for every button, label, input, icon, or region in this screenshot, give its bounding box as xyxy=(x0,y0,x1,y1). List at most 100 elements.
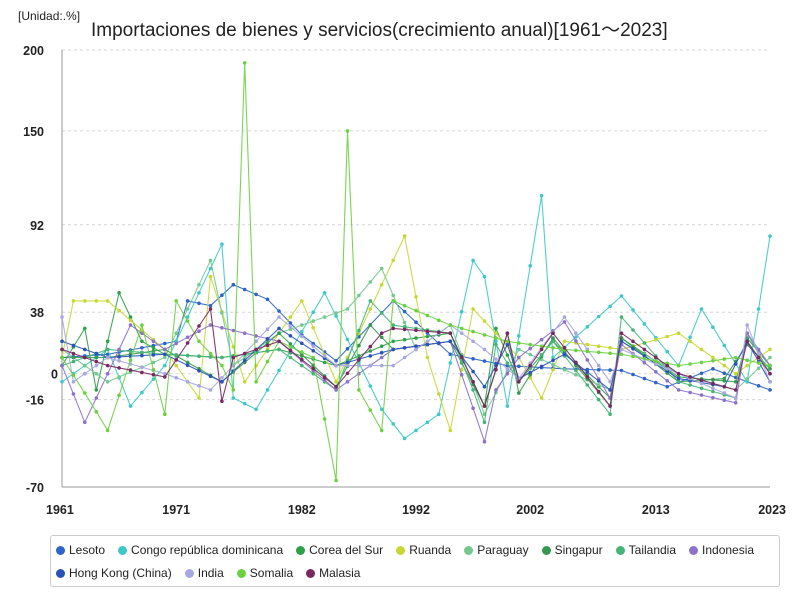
data-point-paraguay xyxy=(368,280,373,284)
data-point-hong-kong-china xyxy=(242,358,247,363)
data-point-somalia xyxy=(334,478,338,483)
data-point-malasia xyxy=(83,355,87,360)
data-point-ruanda xyxy=(311,326,316,330)
data-point-tailandia xyxy=(699,386,704,391)
data-point-paraguay xyxy=(94,371,99,376)
legend-label: Ruanda xyxy=(409,543,452,557)
data-point-india xyxy=(311,344,316,349)
data-point-tailandia xyxy=(631,328,635,332)
data-point-singapur xyxy=(368,323,373,327)
data-point-corea-del-sur xyxy=(117,291,121,295)
data-point-hong-kong-china xyxy=(425,342,430,347)
data-point-malasia xyxy=(482,404,487,408)
data-point-hong-kong-china xyxy=(631,347,635,351)
data-point-tailandia xyxy=(311,371,316,376)
data-point-indonesia xyxy=(379,355,384,360)
data-point-india xyxy=(402,355,407,360)
x-tick-label: 1982 xyxy=(288,503,316,517)
data-point-indonesia xyxy=(254,334,258,338)
data-point-malasia xyxy=(642,347,647,352)
data-point-congo-rep-blica-dominicana xyxy=(551,355,555,360)
data-point-congo-rep-blica-dominicana xyxy=(345,337,350,342)
legend-item[interactable]: Malasia xyxy=(306,566,360,580)
data-point-somalia xyxy=(642,357,647,361)
data-point-ruanda xyxy=(494,331,498,336)
data-point-malasia xyxy=(140,370,144,375)
data-point-paraguay xyxy=(562,367,567,372)
data-point-somalia xyxy=(197,339,201,344)
legend-item[interactable]: Tailandia xyxy=(615,543,676,557)
data-point-india xyxy=(288,325,293,329)
data-point-congo-rep-blica-dominicana xyxy=(425,420,430,425)
data-point-corea-del-sur xyxy=(151,346,156,350)
data-point-india xyxy=(345,363,350,368)
data-point-india xyxy=(733,396,738,400)
data-point-lesoto xyxy=(208,303,213,308)
legend-marker-icon xyxy=(464,545,474,555)
legend-item[interactable]: Corea del Sur xyxy=(296,543,383,557)
data-point-indonesia xyxy=(151,339,156,344)
data-point-india xyxy=(94,363,99,368)
data-point-corea-del-sur xyxy=(105,339,110,344)
data-point-somalia xyxy=(608,351,612,356)
data-point-somalia xyxy=(733,355,738,360)
legend-item[interactable]: Ruanda xyxy=(396,543,451,557)
data-point-paraguay xyxy=(185,307,190,311)
data-point-malasia xyxy=(105,363,110,368)
data-point-lesoto xyxy=(277,309,281,313)
data-point-congo-rep-blica-dominicana xyxy=(482,274,487,279)
data-point-ruanda xyxy=(300,299,304,303)
data-point-tailandia xyxy=(494,342,498,347)
data-point-tailandia xyxy=(300,363,304,368)
legend-label: India xyxy=(197,566,224,580)
data-point-corea-del-sur xyxy=(94,388,99,392)
data-point-hong-kong-china xyxy=(379,350,384,355)
data-point-india xyxy=(265,327,270,332)
x-tick-label: 1961 xyxy=(46,503,74,517)
legend-item[interactable]: Lesoto xyxy=(56,543,105,557)
legend-item[interactable]: Somalia xyxy=(236,566,293,580)
data-point-corea-del-sur xyxy=(368,349,373,353)
data-point-congo-rep-blica-dominicana xyxy=(231,396,236,400)
data-point-malasia xyxy=(676,371,681,376)
data-point-malasia xyxy=(71,351,76,356)
legend-item[interactable]: Paraguay xyxy=(464,543,529,557)
data-point-congo-rep-blica-dominicana xyxy=(608,304,612,309)
data-point-ruanda xyxy=(71,299,76,303)
legend-item[interactable]: Singapur xyxy=(541,543,603,557)
legend-item[interactable]: Congo república dominicana xyxy=(118,543,283,557)
data-point-ruanda xyxy=(379,282,384,287)
data-point-paraguay xyxy=(379,266,384,271)
legend-item[interactable]: India xyxy=(184,566,224,580)
data-point-ruanda xyxy=(688,339,692,344)
data-point-congo-rep-blica-dominicana xyxy=(197,291,201,295)
data-point-ruanda xyxy=(414,295,418,299)
data-point-tailandia xyxy=(174,353,178,357)
data-point-hong-kong-china xyxy=(505,342,510,347)
data-point-ruanda xyxy=(368,307,373,311)
data-point-lesoto xyxy=(756,384,761,388)
data-point-congo-rep-blica-dominicana xyxy=(208,266,213,271)
data-point-somalia xyxy=(768,363,772,368)
data-point-tailandia xyxy=(277,347,281,352)
unit-label: [Unidad:.%] xyxy=(18,9,81,23)
legend-item[interactable]: Hong Kong (China) xyxy=(56,566,172,580)
series-line-ruanda xyxy=(61,234,771,431)
data-point-india xyxy=(756,351,761,356)
data-point-india xyxy=(208,388,213,392)
legend-item[interactable]: Indonesia xyxy=(689,543,754,557)
legend-marker-icon xyxy=(396,545,406,555)
data-point-india xyxy=(71,380,76,384)
data-point-somalia xyxy=(711,359,715,363)
data-point-paraguay xyxy=(345,307,350,311)
data-point-malasia xyxy=(437,330,441,335)
data-point-somalia xyxy=(722,357,727,361)
data-point-corea-del-sur xyxy=(391,339,396,344)
data-point-hong-kong-china xyxy=(402,346,407,350)
series-line-congo-rep-blica-dominicana xyxy=(61,195,771,440)
x-tick-label: 1992 xyxy=(402,503,430,517)
data-point-somalia xyxy=(208,351,213,356)
data-point-lesoto xyxy=(699,371,704,376)
data-point-india xyxy=(459,331,464,336)
data-point-lesoto xyxy=(288,321,293,325)
